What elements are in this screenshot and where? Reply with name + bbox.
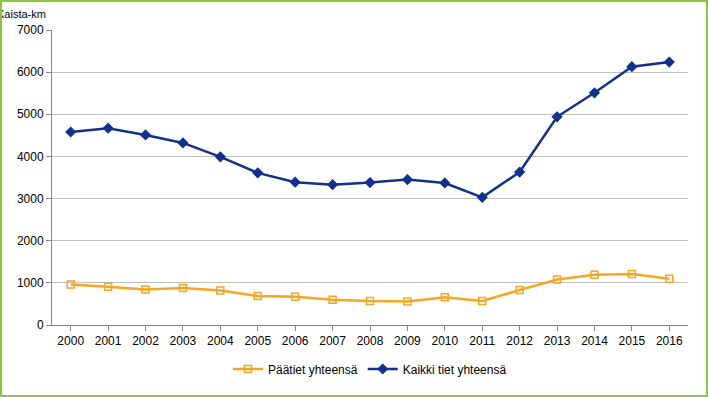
- svg-text:Päätiet yhteensä: Päätiet yhteensä: [268, 363, 358, 377]
- svg-text:2001: 2001: [95, 334, 122, 348]
- svg-text:3000: 3000: [17, 192, 44, 206]
- svg-text:4000: 4000: [17, 150, 44, 164]
- svg-text:Kaikki tiet yhteensä: Kaikki tiet yhteensä: [403, 363, 507, 377]
- svg-text:2011: 2011: [469, 334, 495, 348]
- svg-text:2003: 2003: [170, 334, 197, 348]
- svg-text:2012: 2012: [506, 334, 533, 348]
- svg-text:2009: 2009: [394, 334, 421, 348]
- svg-text:Kaista-km: Kaista-km: [2, 8, 46, 20]
- svg-text:2005: 2005: [244, 334, 271, 348]
- svg-text:2016: 2016: [656, 334, 683, 348]
- svg-text:2000: 2000: [17, 234, 44, 248]
- svg-text:2013: 2013: [544, 334, 571, 348]
- svg-text:7000: 7000: [17, 23, 44, 37]
- svg-text:5000: 5000: [17, 107, 44, 121]
- svg-text:2006: 2006: [282, 334, 309, 348]
- svg-text:1000: 1000: [17, 276, 44, 290]
- svg-text:2015: 2015: [619, 334, 646, 348]
- svg-text:2008: 2008: [357, 334, 384, 348]
- svg-text:6000: 6000: [17, 65, 44, 79]
- svg-text:0: 0: [37, 318, 44, 332]
- svg-text:2002: 2002: [132, 334, 159, 348]
- svg-text:2004: 2004: [207, 334, 234, 348]
- svg-text:2007: 2007: [319, 334, 346, 348]
- svg-text:2000: 2000: [57, 334, 84, 348]
- svg-text:2010: 2010: [431, 334, 458, 348]
- svg-text:2014: 2014: [581, 334, 608, 348]
